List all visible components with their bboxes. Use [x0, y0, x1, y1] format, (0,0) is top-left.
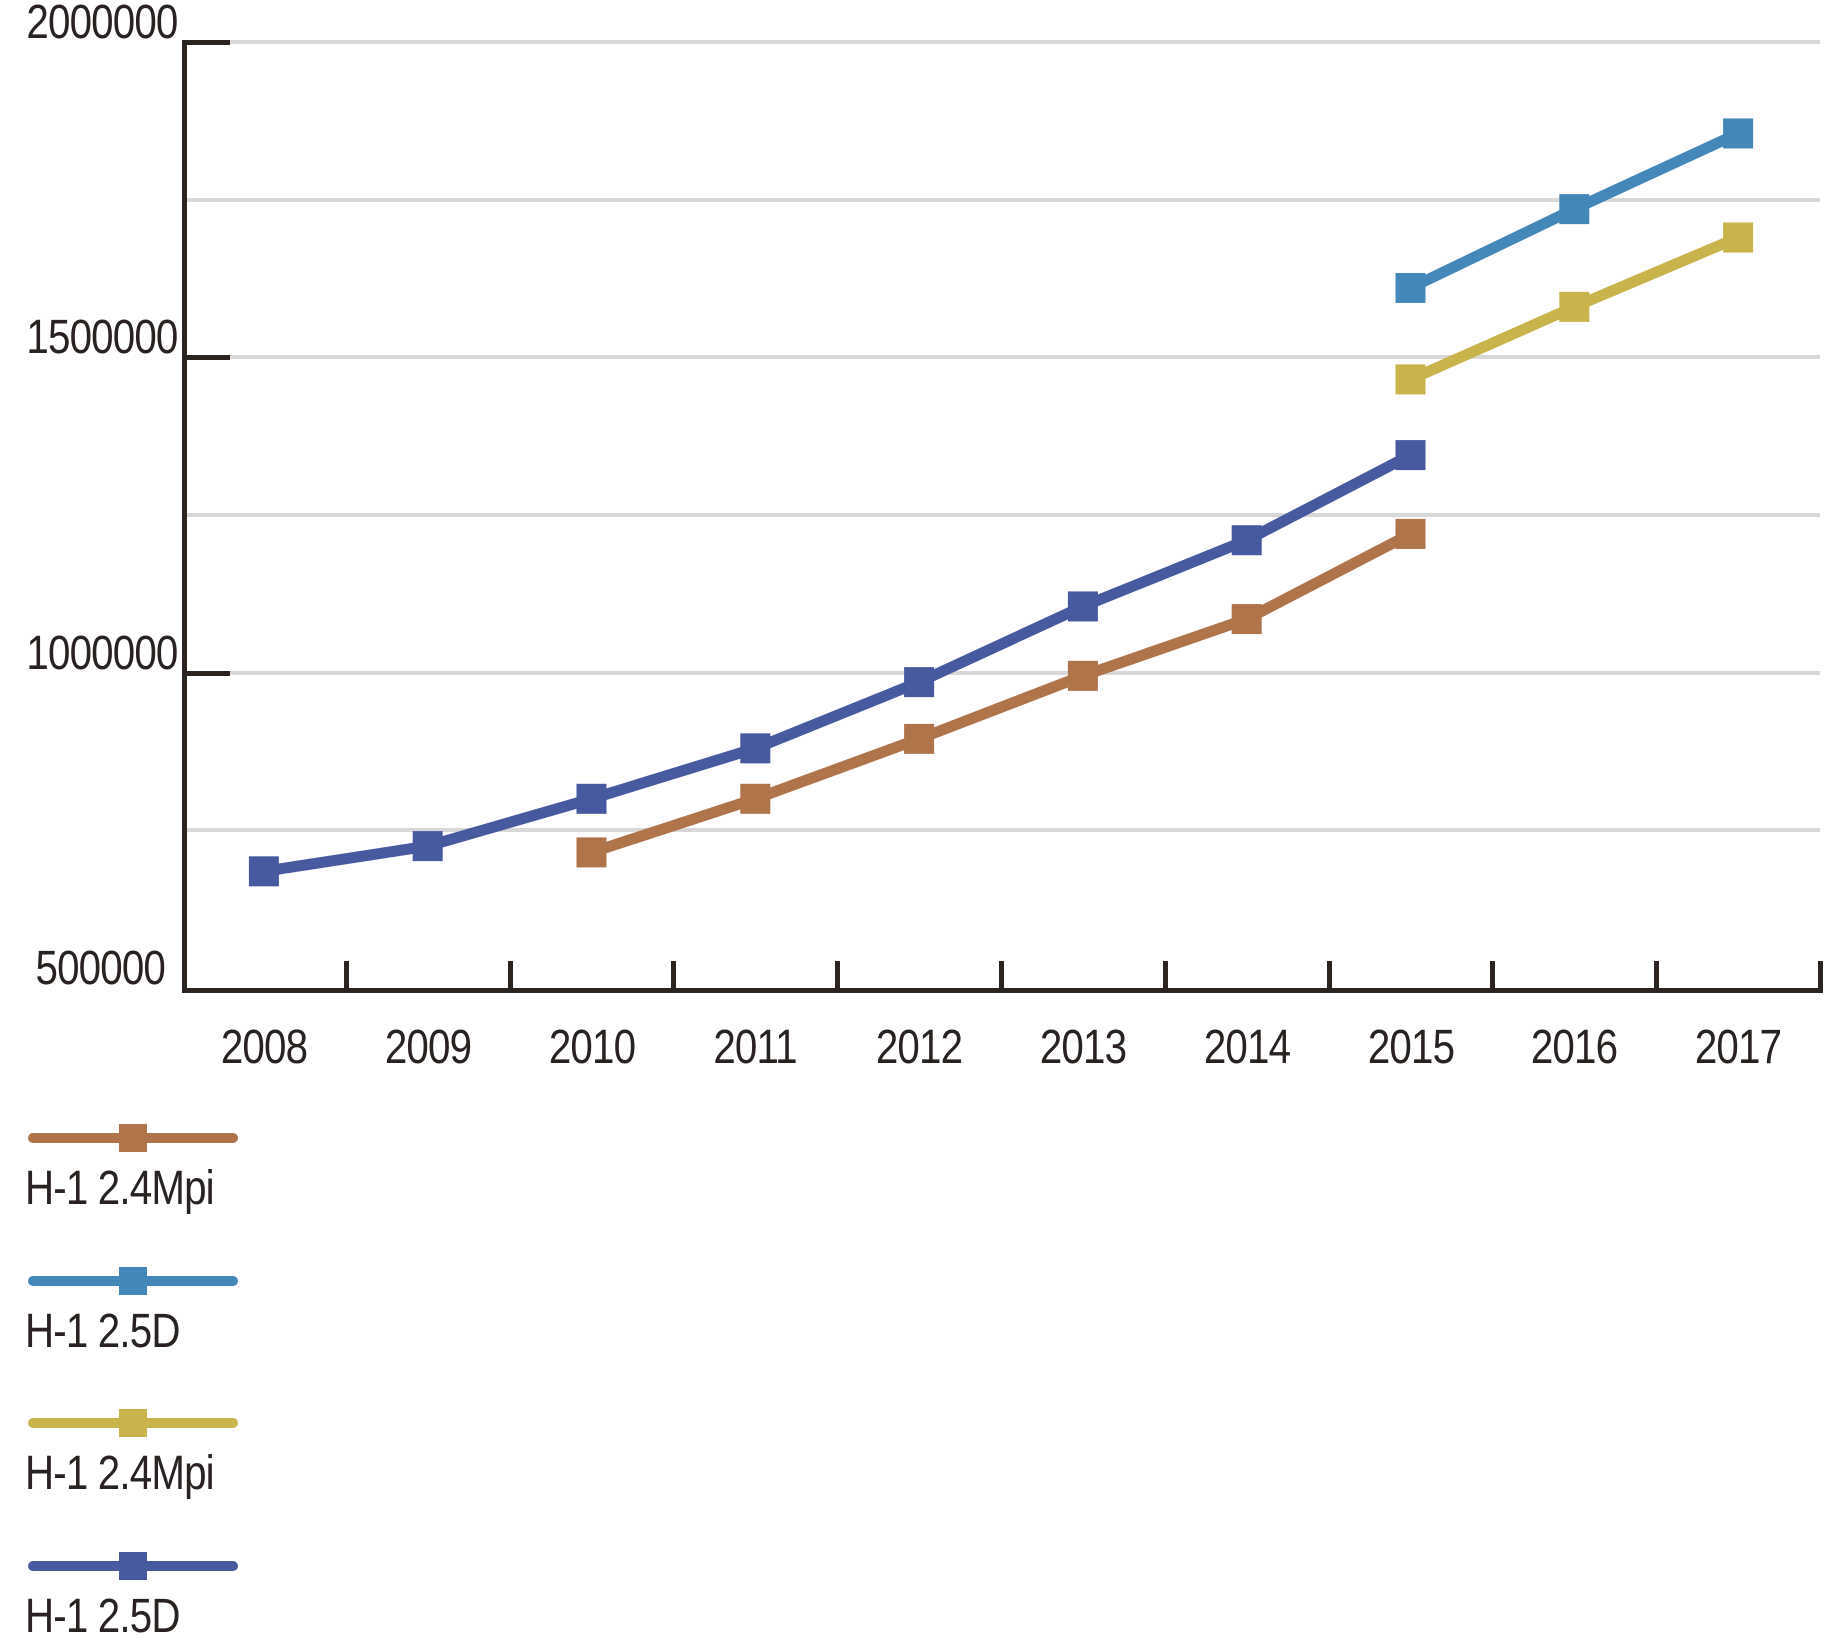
y-tick [182, 40, 230, 45]
data-point-marker [1559, 194, 1590, 225]
y-axis-tick-label: 1500000 [26, 311, 178, 365]
data-point-marker [740, 783, 771, 814]
x-axis-line [182, 988, 1823, 993]
data-point-marker [904, 667, 935, 698]
gridline [187, 828, 1820, 833]
x-axis-tick-label: 2013 [1039, 1021, 1127, 1074]
legend-swatch-marker [119, 1409, 147, 1438]
x-tick [835, 961, 841, 988]
legend-item-label: H-1 2.5D [25, 1304, 180, 1358]
x-axis-tick-label: 2017 [1694, 1021, 1782, 1074]
data-point-marker [248, 856, 279, 887]
x-axis-tick-label: 2015 [1367, 1021, 1454, 1074]
data-point-marker [740, 733, 771, 764]
legend-swatch-marker [119, 1552, 147, 1581]
data-point-marker [576, 837, 607, 868]
y-tick [182, 670, 230, 676]
data-point-marker [412, 831, 443, 862]
x-axis-tick-label: 2009 [384, 1021, 472, 1074]
x-tick [1162, 961, 1168, 988]
data-point-marker [1723, 118, 1754, 149]
series-0-line [589, 529, 1414, 858]
gridline [187, 355, 1820, 360]
data-point-marker [904, 723, 935, 754]
y-tick [182, 355, 230, 361]
data-point-marker [1395, 518, 1426, 549]
data-point-marker [1723, 222, 1754, 253]
gridline [187, 513, 1820, 517]
x-axis-tick-label: 2016 [1531, 1021, 1618, 1074]
x-tick [507, 961, 513, 988]
x-axis-tick-label: 2011 [713, 1021, 798, 1074]
gridline [187, 670, 1820, 675]
x-tick [671, 961, 677, 988]
data-point-marker [1067, 660, 1098, 691]
legend-swatch-marker [119, 1266, 147, 1295]
y-axis-tick-label: 2000000 [26, 0, 178, 49]
x-axis-tick-label: 2010 [548, 1021, 635, 1074]
y-axis-line [182, 42, 187, 993]
gridline [187, 40, 1820, 44]
x-tick [1490, 961, 1496, 988]
y-axis-tick-label: 500000 [35, 942, 165, 995]
data-point-marker [1395, 272, 1426, 303]
legend-swatch-marker [119, 1124, 147, 1152]
data-point-marker [1231, 525, 1262, 556]
x-tick [1654, 961, 1660, 988]
legend-item-label: H-1 2.5D [25, 1590, 180, 1644]
x-axis-tick-label: 2008 [220, 1021, 308, 1074]
x-tick [1326, 961, 1332, 988]
series-3-line [263, 450, 1414, 877]
data-point-marker [1395, 440, 1426, 471]
x-tick [999, 961, 1004, 988]
y-axis-tick-label: 1000000 [26, 626, 178, 680]
gridline [187, 197, 1820, 202]
x-tick [1818, 961, 1823, 988]
x-axis-tick-label: 2012 [875, 1021, 963, 1074]
data-point-marker [1067, 591, 1098, 622]
x-axis-tick-label: 2014 [1203, 1021, 1291, 1074]
legend-item-label: H-1 2.4Mpi [25, 1162, 215, 1215]
legend-item-label: H-1 2.4Mpi [25, 1447, 215, 1501]
data-point-marker [1231, 604, 1262, 635]
data-point-marker [576, 783, 607, 814]
data-point-marker [1395, 364, 1426, 395]
data-point-marker [1559, 291, 1590, 322]
x-tick [343, 961, 349, 988]
